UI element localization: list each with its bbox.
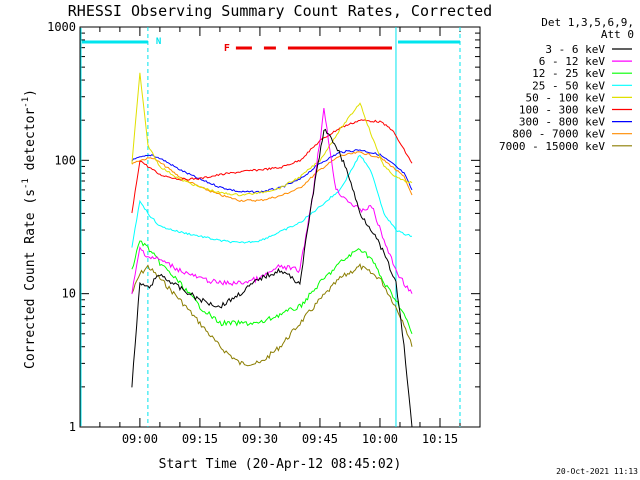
legend-header-1: Det 1,3,5,6,9, [541,16,634,29]
legend-label: 100 - 300 keV [519,104,605,117]
series-line-1 [131,108,413,295]
y-tick-label: 100 [54,153,76,167]
series-line-2 [131,240,413,334]
flare-label: F [224,43,230,54]
x-tick-label: 09:15 [182,432,218,446]
series-line-0 [131,128,413,428]
legend-label: 300 - 800 keV [519,116,605,129]
legend-header-2: Att 0 [601,28,634,41]
x-tick-label: 09:45 [302,432,338,446]
series-line-8 [131,263,413,367]
x-tick-label: 10:15 [422,432,458,446]
legend-label: 6 - 12 keV [539,55,606,68]
series-line-3 [131,154,413,248]
y-tick-label: 10 [62,287,76,301]
x-tick-label: 09:00 [122,432,158,446]
series-line-6 [131,149,413,194]
timestamp: 20-Oct-2021 11:13 [556,467,638,476]
legend-label: 3 - 6 keV [545,43,605,56]
chart-title: RHESSI Observing Summary Count Rates, Co… [68,2,492,20]
x-tick-label: 09:30 [242,432,278,446]
x-tick-label: 10:00 [362,432,398,446]
legend-label: 50 - 100 keV [526,91,606,104]
series-line-4 [131,72,413,197]
legend-label: 25 - 50 keV [532,79,605,92]
plot-frame [79,26,481,428]
legend-label: 7000 - 15000 keV [499,140,605,153]
night-label: N [156,37,161,47]
legend-label: 12 - 25 keV [532,67,605,80]
x-axis-label: Start Time (20-Apr-12 08:45:02) [159,457,402,472]
y-tick-label: 1000 [47,20,76,34]
y-tick-label: 1 [69,420,76,434]
series-line-7 [131,151,413,203]
legend-label: 800 - 7000 keV [512,128,605,141]
y-axis-label: Corrected Count Rate (s-1 detector-1) [21,89,38,369]
